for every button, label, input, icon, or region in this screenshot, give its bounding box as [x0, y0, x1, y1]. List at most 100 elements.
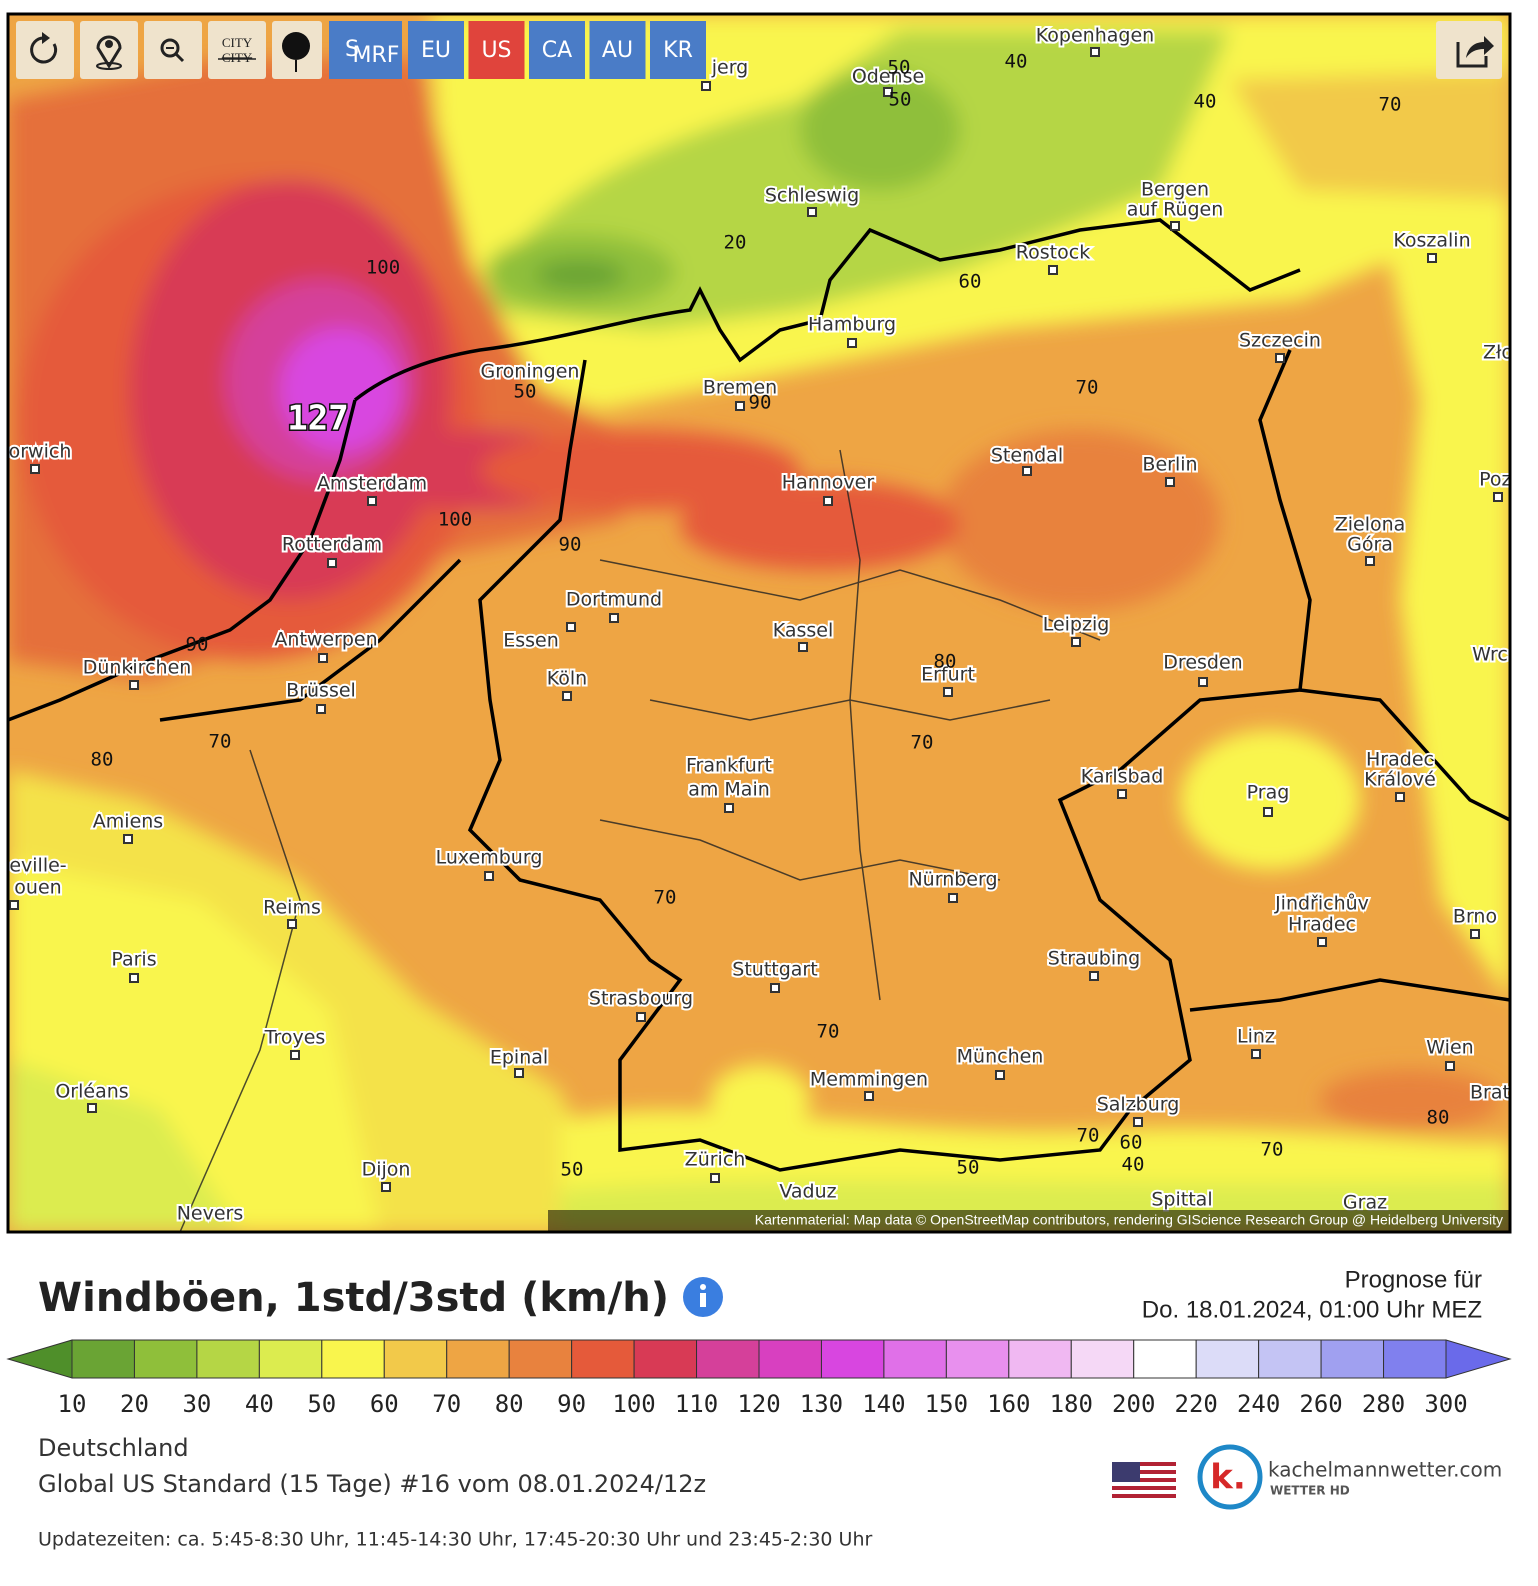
- model-label: S: [345, 37, 359, 62]
- city-label: Hradec: [1366, 749, 1434, 771]
- city-marker: [710, 1173, 720, 1183]
- contour-label: 50: [889, 89, 912, 111]
- city-marker: [1165, 477, 1175, 487]
- contour-label: 40: [1122, 1154, 1145, 1176]
- region-button[interactable]: AU: [589, 21, 646, 79]
- location-button[interactable]: [80, 21, 138, 79]
- city-label: Dijon: [362, 1159, 411, 1181]
- legend-tick-label: 40: [245, 1390, 274, 1418]
- city-button[interactable]: CITY CITY: [208, 21, 266, 79]
- contour-label: 20: [724, 232, 747, 254]
- city-label: Jindřichův: [1274, 893, 1369, 915]
- contour-label: 70: [1076, 377, 1099, 399]
- legend-swatch: [758, 1339, 822, 1379]
- legend-swatch: [571, 1339, 635, 1379]
- city-label: Paris: [111, 949, 156, 971]
- city-label: Amsterdam: [317, 473, 427, 495]
- region-button[interactable]: KR: [650, 21, 706, 79]
- city-marker: [327, 558, 337, 568]
- city-marker: [1117, 789, 1127, 799]
- region: Deutschland: [38, 1434, 189, 1462]
- city-label: orwich: [9, 441, 72, 463]
- city-marker: [1365, 556, 1375, 566]
- city-marker: [367, 496, 377, 506]
- city-label: eville-: [9, 855, 66, 877]
- region-label: CA: [542, 38, 572, 63]
- logo-name: kachelmannwetter.com: [1268, 1458, 1502, 1482]
- contour-label: 70: [1379, 94, 1402, 116]
- share-button[interactable]: [1436, 21, 1502, 79]
- region-button[interactable]: US: [468, 21, 525, 79]
- city-label: CITY: [222, 35, 253, 50]
- city-marker: [1263, 807, 1273, 817]
- contour-label: 70: [1261, 1139, 1284, 1161]
- legend-tick-label: 280: [1362, 1390, 1405, 1418]
- city-label: Reims: [263, 897, 321, 919]
- city-marker: [562, 691, 572, 701]
- zoom-button[interactable]: [144, 21, 202, 79]
- contour-label: 90: [749, 392, 772, 414]
- city-label-struck: CITY: [222, 50, 253, 65]
- contour-label: 60: [959, 271, 982, 293]
- city-marker: [514, 1068, 524, 1078]
- city-marker: [381, 1182, 391, 1192]
- legend-swatch: [71, 1339, 135, 1379]
- city-label: Köln: [547, 668, 587, 690]
- legend-swatch: [1133, 1339, 1197, 1379]
- legend-swatch: [1258, 1339, 1322, 1379]
- city-marker: [883, 87, 893, 97]
- city-marker: [798, 642, 808, 652]
- city-marker: [1048, 265, 1058, 275]
- city-label: Strasbourg: [589, 988, 693, 1010]
- city-label: Epinal: [490, 1047, 548, 1069]
- region-button[interactable]: CA: [529, 21, 585, 79]
- legend-swatch: [133, 1339, 198, 1379]
- contour-label: 80: [1427, 1107, 1450, 1129]
- city-marker: [9, 900, 19, 910]
- city-label: Brat: [1470, 1082, 1510, 1104]
- legend-tick-label: 220: [1175, 1390, 1218, 1418]
- city-label: auf Rügen: [1127, 199, 1224, 221]
- region-label: KR: [663, 38, 693, 63]
- city-marker: [129, 680, 139, 690]
- refresh-button[interactable]: [16, 21, 74, 79]
- contour-label: 90: [186, 634, 209, 656]
- city-marker: [287, 919, 297, 929]
- city-marker: [1090, 47, 1100, 57]
- city-label: Dresden: [1163, 652, 1242, 674]
- title: Windböen, 1std/3std (km/h): [38, 1275, 669, 1321]
- city-label: Spittal: [1151, 1189, 1212, 1211]
- region-label: AU: [602, 38, 633, 63]
- city-label: Nevers: [177, 1203, 244, 1225]
- region-label: US: [481, 38, 511, 63]
- city-label: Odense: [852, 66, 924, 88]
- city-label: Hamburg: [808, 314, 896, 336]
- regional-borders: [179, 449, 1101, 1232]
- contour-label: 50: [957, 1157, 980, 1179]
- city-marker: [87, 1103, 97, 1113]
- legend-tick-label: 90: [557, 1390, 586, 1418]
- logo: k. kachelmannwetter.com WETTER HD: [1197, 1444, 1502, 1510]
- region-button-bg: [650, 21, 706, 79]
- legend-tick-label: 110: [675, 1390, 718, 1418]
- legend-swatch: [383, 1339, 448, 1379]
- city-label: Bergen: [1141, 179, 1209, 201]
- city-marker: [609, 613, 619, 623]
- city-label: Troyes: [264, 1027, 326, 1049]
- model-button[interactable]: S MRF: [329, 21, 402, 79]
- city-label: Luxemburg: [436, 847, 543, 869]
- info-icon[interactable]: [683, 1277, 723, 1317]
- model-run: Global US Standard (15 Tage) #16 vom 08.…: [38, 1470, 706, 1498]
- city-label: Schleswig: [765, 185, 859, 207]
- region-button[interactable]: EU: [408, 21, 464, 79]
- forecast-label: Prognose für: [1345, 1266, 1482, 1293]
- city-label: Rostock: [1016, 242, 1090, 264]
- legend-swatch: [1195, 1339, 1260, 1379]
- dot-button[interactable]: [272, 21, 322, 79]
- city-marker: [1395, 792, 1405, 802]
- city-marker: [864, 1091, 874, 1101]
- legend-swatch: [696, 1339, 760, 1379]
- city-label: Hradec: [1288, 914, 1356, 936]
